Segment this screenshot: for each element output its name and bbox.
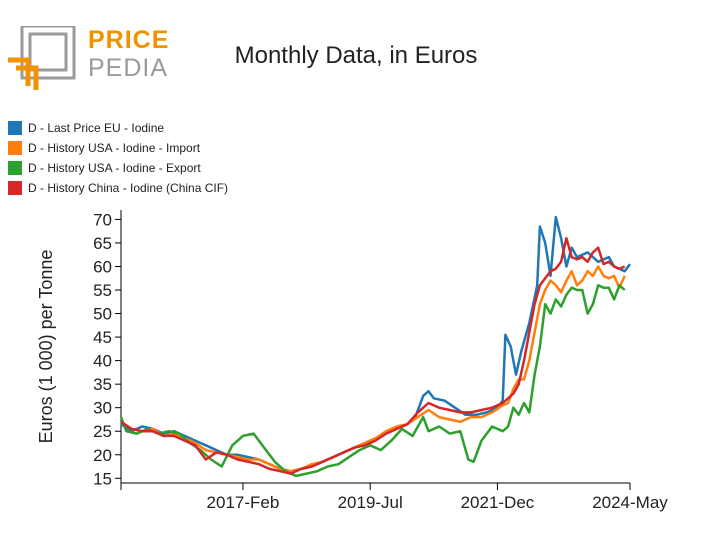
- legend-item: D - History USA - Iodine - Import: [8, 138, 228, 158]
- logo-word-price: PRICE: [88, 26, 170, 54]
- legend-swatch: [8, 181, 22, 195]
- y-tick-label: 70: [93, 210, 112, 229]
- legend-label: D - History China - Iodine (China CIF): [28, 181, 229, 195]
- y-tick-label: 40: [93, 352, 112, 371]
- legend-item: D - History USA - Iodine - Export: [8, 158, 228, 178]
- y-tick-label: 30: [93, 399, 112, 418]
- legend-swatch: [8, 141, 22, 155]
- logo-mark-icon: [8, 24, 76, 90]
- y-tick-label: 55: [93, 281, 112, 300]
- chart-title: Monthly Data, in Euros: [234, 42, 478, 69]
- legend-label: D - History USA - Iodine - Import: [28, 141, 201, 155]
- x-tick-label: 2019-Jul: [338, 493, 403, 512]
- y-tick-label: 20: [93, 446, 112, 465]
- series-line-1: [120, 215, 632, 473]
- y-tick-label: 45: [93, 328, 112, 347]
- y-tick-label: 50: [93, 305, 112, 324]
- legend-swatch: [8, 161, 22, 175]
- y-axis-label: Euros (1 000) per Tonne: [36, 250, 56, 444]
- chart-legend: D - Last Price EU - Iodine D - History US…: [8, 118, 228, 198]
- y-tick-label: 15: [93, 469, 112, 488]
- y-tick-label: 65: [93, 234, 112, 253]
- x-tick-label: 2017-Feb: [207, 493, 280, 512]
- legend-swatch: [8, 121, 22, 135]
- legend-item: D - History China - Iodine (China CIF): [8, 178, 228, 198]
- y-tick-label: 35: [93, 375, 112, 394]
- legend-label: D - Last Price EU - Iodine: [28, 121, 165, 135]
- legend-item: D - Last Price EU - Iodine: [8, 118, 228, 138]
- x-tick-label: 2021-Dec: [461, 493, 535, 512]
- logo-word-pedia: PEDIA: [88, 54, 169, 82]
- y-tick-label: 60: [93, 257, 112, 276]
- y-tick-label: 25: [93, 422, 112, 441]
- series-line-3: [119, 284, 626, 478]
- pricepedia-logo: PRICE PEDIA: [8, 24, 170, 90]
- legend-label: D - History USA - Iodine - Export: [28, 161, 201, 175]
- series-line-4: [120, 236, 626, 475]
- x-tick-label: 2024-May: [592, 493, 668, 512]
